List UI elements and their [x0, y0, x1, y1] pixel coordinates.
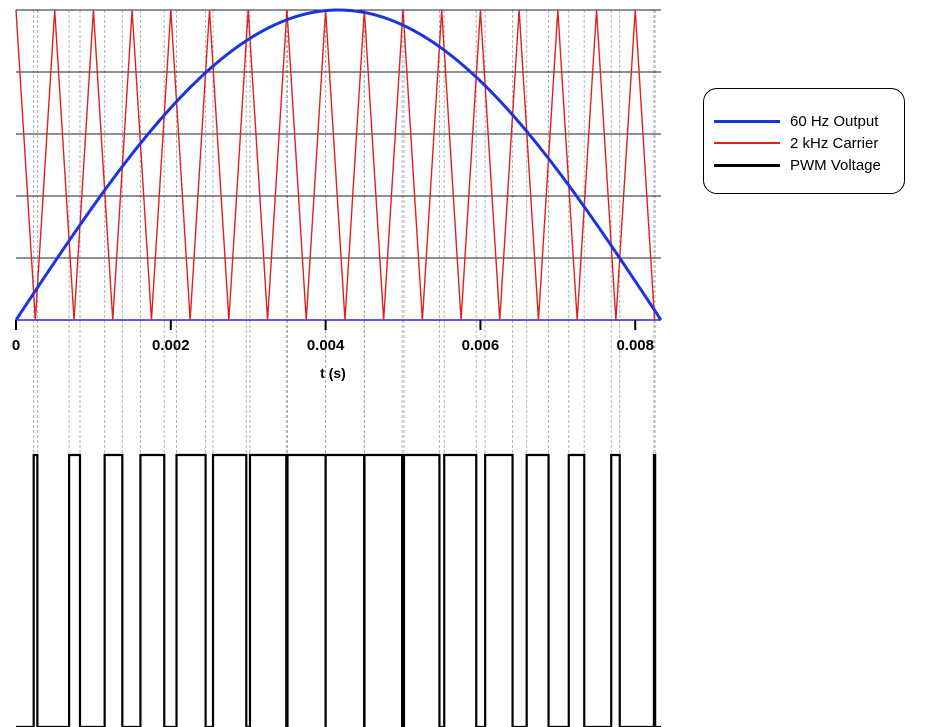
pwm-series — [16, 453, 661, 727]
x-tick-label: 0 — [12, 337, 20, 354]
x-tick-label: 0.004 — [307, 337, 345, 354]
x-axis-label: t (s) — [320, 365, 346, 381]
output-line — [14, 8, 663, 321]
x-tick-label: 0.008 — [616, 337, 654, 354]
legend-item-pwm: PWM Voltage — [714, 155, 881, 175]
output-series — [14, 8, 663, 321]
legend-label-output: 60 Hz Output — [790, 112, 879, 130]
legend-swatch-carrier — [714, 142, 780, 144]
legend-swatch-output — [714, 119, 780, 123]
x-axis: 0 0.002 0.004 0.006 0.008 — [12, 320, 654, 354]
guide-lines — [33, 10, 656, 467]
legend-item-carrier: 2 kHz Carrier — [714, 133, 878, 153]
pwm-line — [16, 453, 661, 727]
legend-item-output: 60 Hz Output — [714, 111, 878, 131]
carrier-series — [15, 9, 656, 321]
grid-lines — [16, 9, 661, 321]
legend-label-carrier: 2 kHz Carrier — [790, 134, 879, 152]
carrier-line — [15, 9, 656, 321]
legend: 60 Hz Output 2 kHz Carrier PWM Voltage — [703, 88, 905, 194]
legend-swatch-pwm — [714, 163, 780, 167]
x-tick-label: 0.002 — [152, 337, 190, 354]
legend-label-pwm: PWM Voltage — [790, 156, 881, 174]
x-tick-label: 0.006 — [462, 337, 500, 354]
